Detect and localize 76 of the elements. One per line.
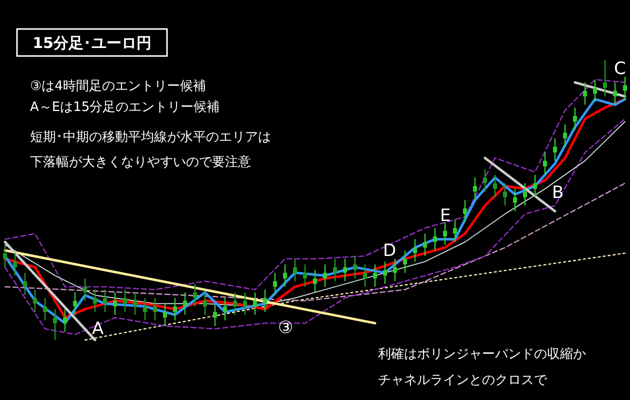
text: 利確はボリンジャーバンドの収縮か bbox=[378, 347, 586, 362]
candlestick bbox=[3, 244, 7, 268]
candlestick bbox=[273, 272, 277, 296]
candlestick bbox=[233, 292, 237, 316]
candlestick bbox=[73, 292, 77, 316]
candlestick bbox=[383, 261, 387, 285]
candlestick bbox=[483, 168, 487, 192]
candlestick bbox=[13, 252, 17, 276]
candlestick bbox=[83, 278, 87, 302]
annotation: A bbox=[92, 319, 104, 339]
candlestick bbox=[103, 289, 107, 313]
candlestick bbox=[583, 82, 587, 106]
annotation: 短期･中期の移動平均線が水平のエリアは bbox=[30, 130, 271, 145]
candlestick bbox=[33, 289, 37, 313]
candlestick bbox=[23, 272, 27, 296]
candlestick bbox=[513, 188, 517, 212]
annotation: 下落幅が大きくなりやすいので要注意 bbox=[30, 155, 251, 170]
annotation: D bbox=[383, 241, 396, 261]
candlestick bbox=[43, 297, 47, 321]
candlestick bbox=[123, 289, 127, 313]
candlestick bbox=[503, 182, 507, 206]
candlestick bbox=[93, 289, 97, 313]
annotation: E bbox=[440, 206, 451, 226]
candlestick bbox=[193, 283, 197, 307]
candlestick bbox=[423, 233, 427, 257]
candlestick bbox=[183, 292, 187, 316]
candlestick bbox=[613, 82, 617, 106]
annotation: ③ bbox=[278, 318, 294, 338]
chart-title: 15分足･ユーロ円 bbox=[32, 34, 152, 52]
candlestick bbox=[223, 297, 227, 321]
annotation: B bbox=[552, 183, 564, 203]
candlestick bbox=[303, 264, 307, 288]
candlestick bbox=[473, 177, 477, 201]
candlestick bbox=[463, 199, 467, 223]
candlestick bbox=[593, 79, 597, 103]
candlestick bbox=[533, 174, 537, 198]
candlestick bbox=[293, 258, 297, 282]
candlestick bbox=[393, 258, 397, 282]
candlestick bbox=[373, 264, 377, 288]
candlestick bbox=[143, 297, 147, 321]
candlestick bbox=[63, 308, 67, 332]
candlestick bbox=[283, 264, 287, 288]
candlestick bbox=[623, 76, 627, 100]
candlestick bbox=[53, 308, 57, 341]
candlestick bbox=[113, 292, 117, 316]
candlestick bbox=[403, 250, 407, 274]
candlestick bbox=[543, 152, 547, 176]
candlestick bbox=[453, 219, 457, 243]
candlestick bbox=[253, 292, 257, 316]
candlestick bbox=[173, 297, 177, 321]
candlestick bbox=[203, 292, 207, 316]
candlestick bbox=[333, 258, 337, 282]
candlestick bbox=[413, 238, 417, 262]
candlestick bbox=[433, 227, 437, 251]
annotation: A～Eは15分足のエントリー候補 bbox=[30, 100, 220, 115]
candlestick bbox=[573, 107, 577, 131]
candlestick bbox=[603, 59, 607, 97]
candlestick bbox=[343, 258, 347, 282]
candlestick bbox=[363, 264, 367, 288]
candlestick bbox=[353, 255, 357, 279]
candlestick bbox=[563, 124, 567, 148]
candlestick bbox=[523, 182, 527, 206]
annotation: C bbox=[614, 59, 626, 79]
candlestick bbox=[163, 303, 167, 327]
candlestick bbox=[443, 222, 447, 246]
candlestick bbox=[323, 264, 327, 288]
candlestick bbox=[553, 138, 557, 162]
candlestick bbox=[263, 289, 267, 313]
candlestick bbox=[493, 174, 497, 198]
candlestick bbox=[213, 303, 217, 327]
text: チャネルラインとのクロスで bbox=[378, 373, 548, 388]
candlestick bbox=[133, 292, 137, 316]
candlestick bbox=[243, 292, 247, 316]
candlestick bbox=[313, 269, 317, 293]
candlestick bbox=[153, 297, 157, 321]
annotation: ③は4時間足のエントリー候補 bbox=[30, 79, 206, 94]
